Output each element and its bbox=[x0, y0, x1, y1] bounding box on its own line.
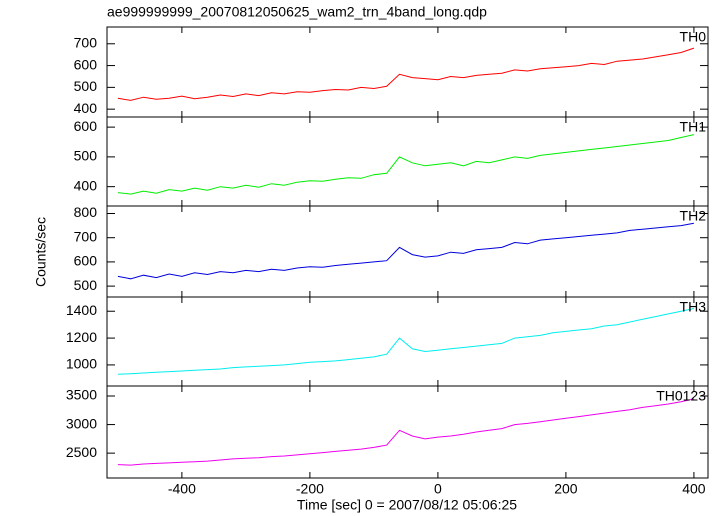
y-tick-label: 1000 bbox=[66, 356, 97, 372]
data-line bbox=[117, 398, 695, 466]
panel-label: TH0123 bbox=[656, 388, 706, 404]
y-tick-label: 500 bbox=[74, 148, 98, 164]
x-axis-label: Time [sec] 0 = 2007/08/12 05:06:25 bbox=[297, 497, 517, 513]
x-tick-label: 200 bbox=[554, 481, 578, 497]
y-axis-label: Counts/sec bbox=[33, 217, 49, 287]
y-tick-label: 400 bbox=[74, 100, 98, 116]
data-line bbox=[117, 308, 695, 375]
y-tick-label: 800 bbox=[74, 204, 98, 220]
y-tick-label: 2500 bbox=[66, 444, 97, 460]
y-tick-label: 700 bbox=[74, 228, 98, 244]
y-tick-label: 700 bbox=[74, 34, 98, 50]
panel-frame bbox=[106, 116, 709, 207]
panel-frame bbox=[106, 26, 709, 118]
y-tick-label: 600 bbox=[74, 56, 98, 72]
y-tick-label: 3500 bbox=[66, 387, 97, 403]
x-tick-label: -200 bbox=[296, 481, 324, 497]
panel-label: TH0 bbox=[680, 29, 707, 45]
y-tick-label: 600 bbox=[74, 118, 98, 134]
y-tick-label: 500 bbox=[74, 277, 98, 293]
y-tick-label: 600 bbox=[74, 253, 98, 269]
panel-label: TH3 bbox=[680, 299, 707, 315]
y-tick-label: 500 bbox=[74, 78, 98, 94]
panel-frame bbox=[106, 296, 709, 387]
x-tick-label: 0 bbox=[434, 481, 442, 497]
x-tick-label: -400 bbox=[168, 481, 196, 497]
panel-frame bbox=[106, 385, 709, 479]
y-tick-label: 3000 bbox=[66, 415, 97, 431]
y-tick-label: 1200 bbox=[66, 329, 97, 345]
y-tick-label: 1400 bbox=[66, 302, 97, 318]
x-tick-label: 400 bbox=[682, 481, 706, 497]
panel-label: TH2 bbox=[680, 208, 707, 224]
data-line bbox=[117, 47, 695, 101]
panel-label: TH1 bbox=[680, 119, 707, 135]
data-line bbox=[117, 222, 694, 280]
y-tick-label: 400 bbox=[74, 177, 98, 193]
data-line bbox=[117, 134, 695, 195]
chart-title: ae999999999_20070812050625_wam2_trn_4ban… bbox=[107, 4, 487, 20]
